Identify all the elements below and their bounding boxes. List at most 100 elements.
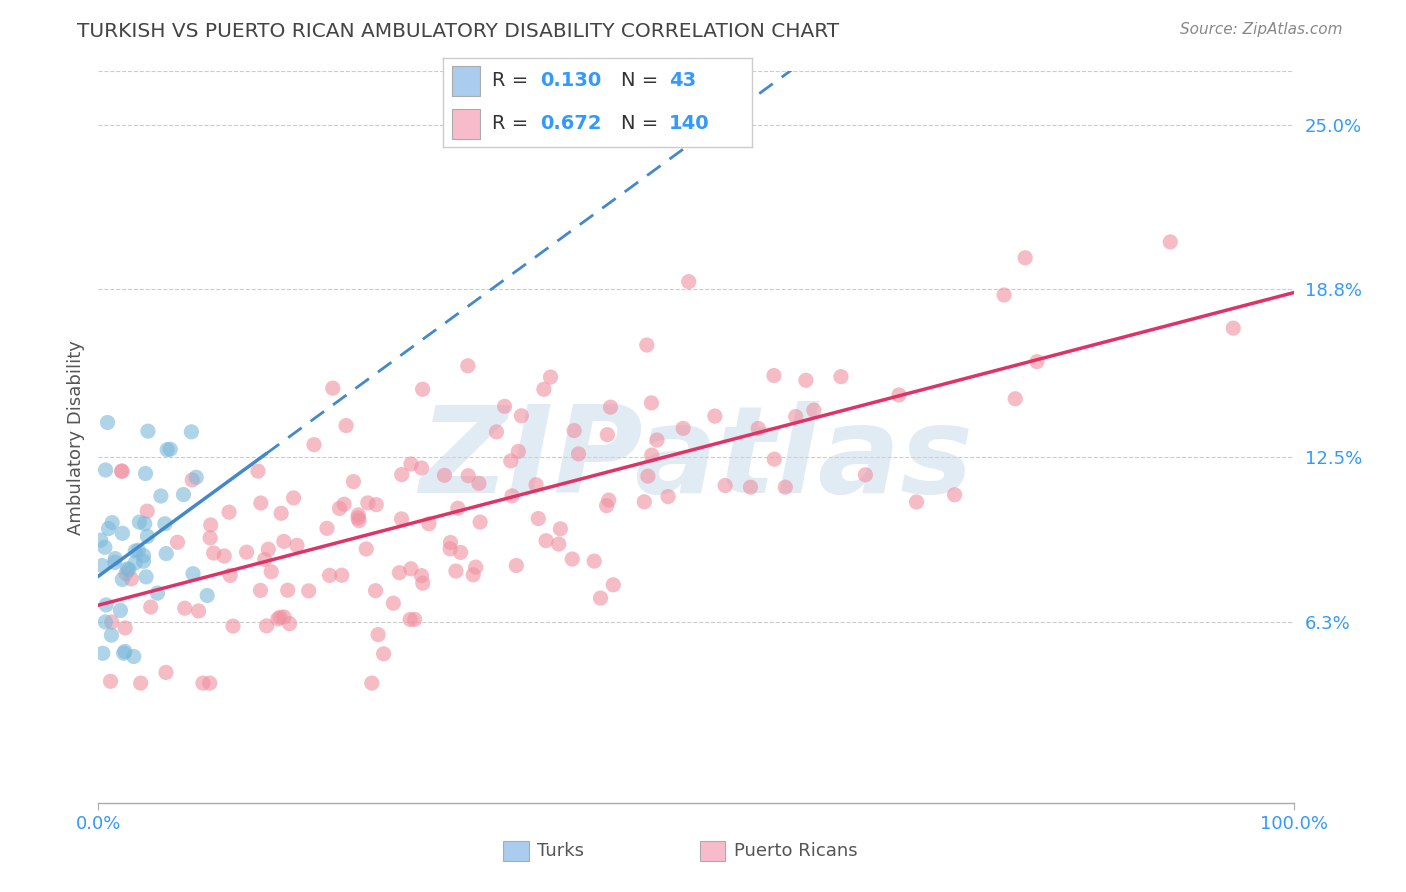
Point: [132, 549, 155, 563]
Point: [411, 461, 433, 475]
Point: [457, 468, 479, 483]
Point: [347, 511, 370, 525]
Point: [156, 442, 179, 457]
Point: [399, 562, 422, 576]
Text: TURKISH VS PUERTO RICAN AMBULATORY DISABILITY CORRELATION CHART: TURKISH VS PUERTO RICAN AMBULATORY DISAB…: [77, 22, 839, 41]
Point: [115, 566, 138, 581]
Point: [775, 480, 797, 494]
Point: [347, 514, 370, 528]
Point: [412, 382, 434, 396]
Point: [111, 464, 134, 478]
Point: [562, 424, 585, 438]
Point: [146, 586, 169, 600]
Point: [328, 501, 350, 516]
Point: [149, 489, 172, 503]
Point: [153, 516, 176, 531]
Point: [104, 551, 127, 566]
Point: [357, 496, 380, 510]
Point: [567, 447, 589, 461]
Point: [139, 600, 162, 615]
Text: N =: N =: [621, 71, 658, 90]
Point: [256, 619, 278, 633]
Point: [943, 488, 966, 502]
Point: [762, 368, 785, 383]
FancyBboxPatch shape: [453, 109, 479, 139]
Point: [191, 676, 214, 690]
Text: N =: N =: [621, 114, 658, 133]
Point: [155, 665, 177, 680]
Point: [657, 490, 679, 504]
Text: Puerto Ricans: Puerto Ricans: [734, 842, 858, 860]
Point: [330, 568, 353, 582]
Point: [540, 370, 562, 384]
Point: [404, 612, 426, 626]
Point: [468, 476, 491, 491]
Point: [249, 583, 271, 598]
Point: [418, 516, 440, 531]
Point: [111, 464, 134, 478]
Point: [433, 468, 456, 483]
Point: [640, 396, 662, 410]
Point: [94, 598, 117, 612]
Point: [273, 534, 295, 549]
Point: [364, 583, 387, 598]
Point: [803, 403, 825, 417]
Point: [91, 558, 114, 573]
Point: [127, 543, 149, 558]
Point: [96, 416, 118, 430]
Point: [335, 418, 357, 433]
Point: [450, 545, 472, 559]
Text: Turks: Turks: [537, 842, 583, 860]
Point: [100, 674, 122, 689]
Point: [464, 560, 486, 574]
Point: [202, 546, 225, 560]
Point: [447, 501, 470, 516]
Point: [703, 409, 725, 423]
Point: [155, 547, 177, 561]
Point: [322, 381, 344, 395]
Point: [505, 558, 527, 573]
Point: [589, 591, 612, 605]
Point: [388, 566, 411, 580]
Point: [122, 649, 145, 664]
Text: ZIPatlas: ZIPatlas: [419, 401, 973, 517]
Text: 140: 140: [669, 114, 709, 133]
Point: [128, 515, 150, 529]
Point: [316, 521, 339, 535]
Point: [134, 516, 156, 531]
Point: [524, 477, 547, 491]
Point: [1222, 321, 1244, 335]
Point: [112, 646, 135, 660]
Point: [166, 535, 188, 549]
Point: [714, 478, 737, 492]
Point: [1159, 235, 1181, 249]
Point: [159, 442, 181, 457]
Point: [468, 515, 491, 529]
Point: [367, 627, 389, 641]
Point: [198, 676, 221, 690]
Point: [354, 541, 377, 556]
Point: [267, 612, 290, 626]
Point: [270, 506, 292, 520]
Point: [412, 576, 434, 591]
Point: [187, 604, 209, 618]
Point: [1004, 392, 1026, 406]
Point: [342, 475, 364, 489]
Text: Source: ZipAtlas.com: Source: ZipAtlas.com: [1180, 22, 1343, 37]
Point: [186, 470, 208, 484]
Point: [135, 570, 157, 584]
Point: [740, 480, 762, 494]
FancyBboxPatch shape: [453, 66, 479, 96]
Point: [94, 615, 117, 629]
Point: [763, 452, 786, 467]
Text: 43: 43: [669, 71, 696, 90]
Point: [91, 646, 114, 660]
Point: [285, 538, 308, 552]
Point: [550, 522, 572, 536]
Point: [94, 463, 117, 477]
Point: [302, 438, 325, 452]
Point: [222, 619, 245, 633]
Point: [111, 573, 134, 587]
Point: [855, 467, 877, 482]
Point: [198, 531, 221, 545]
